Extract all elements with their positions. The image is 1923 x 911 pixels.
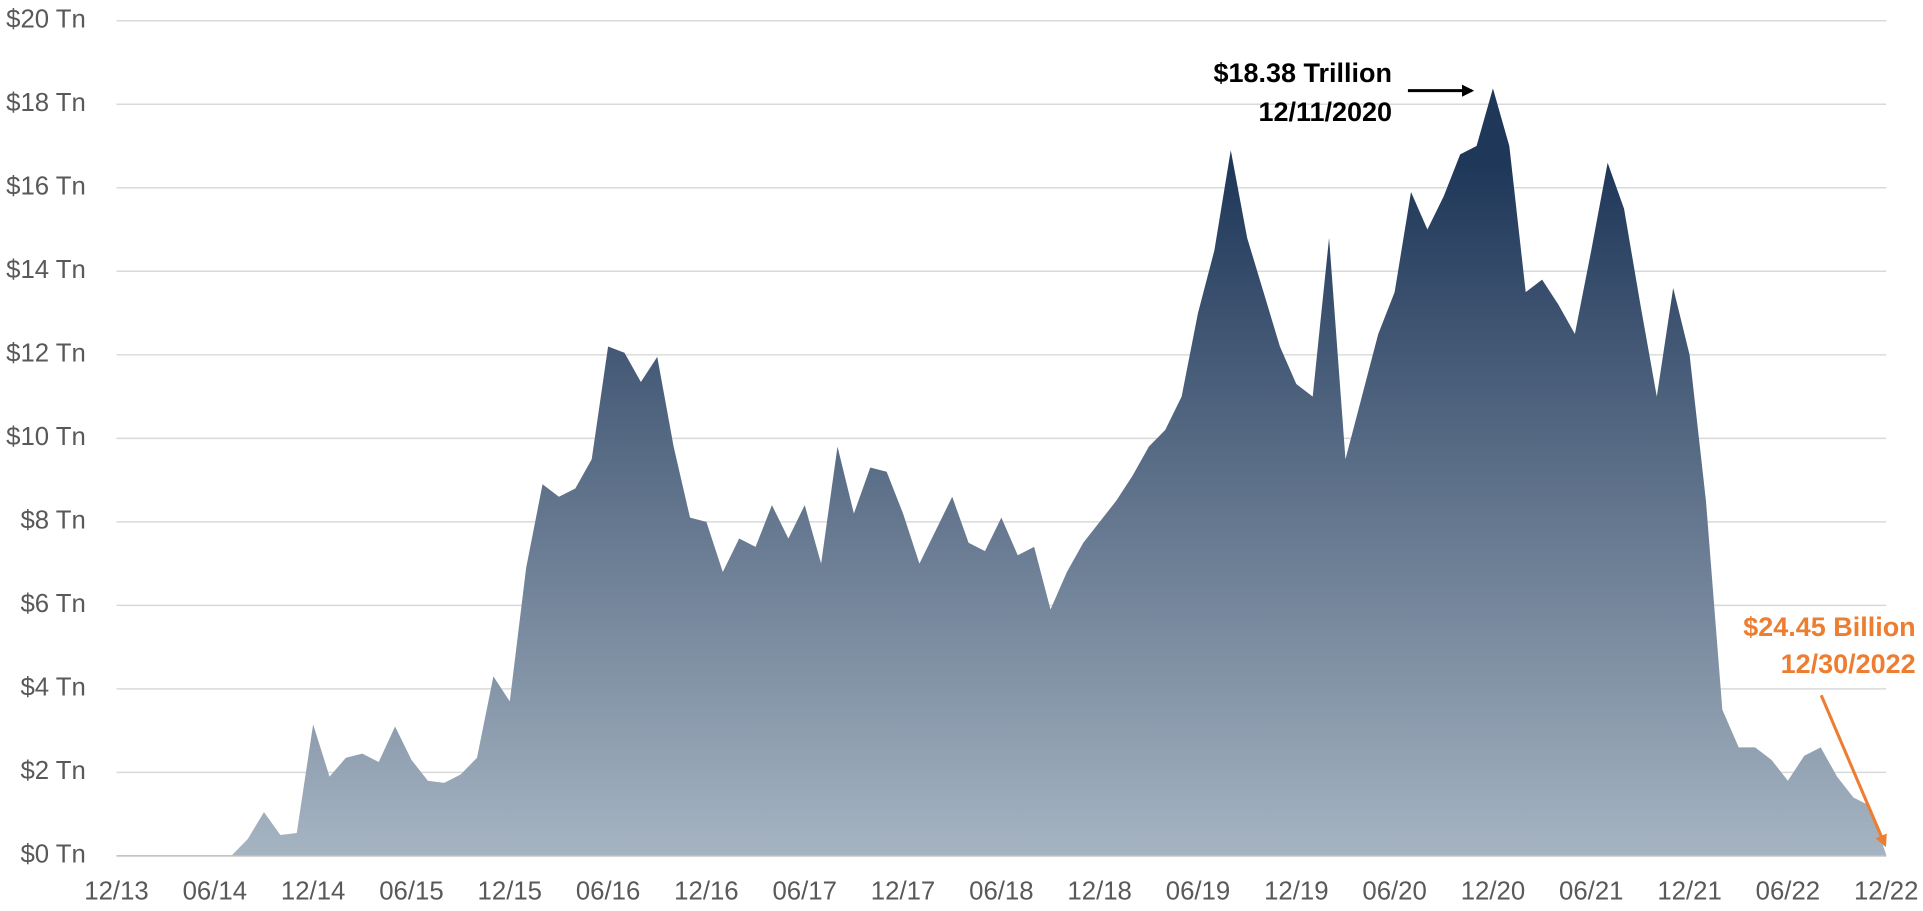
plot-area	[116, 88, 1887, 857]
y-tick-label: $14 Tn	[6, 256, 86, 284]
y-tick-label: $0 Tn	[20, 841, 85, 869]
y-tick-label: $2 Tn	[20, 757, 85, 785]
x-tick-label: 12/19	[1264, 878, 1328, 906]
y-tick-label: $18 Tn	[6, 89, 86, 117]
area	[116, 88, 1887, 856]
x-tick-label: 12/14	[281, 878, 345, 906]
x-tick-label: 06/14	[183, 878, 247, 906]
y-tick-label: $4 Tn	[20, 674, 85, 702]
y-tick-label: $12 Tn	[6, 340, 86, 368]
y-tick-label: $8 Tn	[20, 507, 85, 535]
x-tick-label: 06/21	[1559, 878, 1623, 906]
y-tick-label: $10 Tn	[6, 423, 86, 451]
x-tick-label: 06/18	[969, 878, 1033, 906]
x-tick-label: 12/13	[84, 878, 148, 906]
x-tick-label: 12/16	[674, 878, 738, 906]
annotation-text: 12/11/2020	[1258, 97, 1391, 127]
x-tick-label: 12/21	[1657, 878, 1721, 906]
x-tick-label: 12/15	[478, 878, 542, 906]
x-tick-label: 06/17	[772, 878, 836, 906]
labels: $0 Tn $2 Tn $4 Tn $6 Tn $8 Tn $10 Tn $12 Tn $14…	[6, 6, 1918, 906]
x-tick-label: 06/16	[576, 878, 640, 906]
annotation-text: $18.38 Trillion	[1214, 58, 1392, 88]
x-tick-label: 06/22	[1756, 878, 1820, 906]
x-tick-label: 12/18	[1067, 878, 1131, 906]
y-tick-label: $16 Tn	[6, 173, 86, 201]
x-tick-label: 12/22	[1854, 878, 1918, 906]
x-tick-label: 12/17	[871, 878, 935, 906]
y-tick-label: $6 Tn	[20, 590, 85, 618]
annotation-text: $24.45 Billion	[1743, 612, 1915, 642]
x-tick-label: 06/15	[379, 878, 443, 906]
y-tick-label: $20 Tn	[6, 6, 86, 34]
annotation-text: 12/30/2022	[1781, 649, 1916, 679]
annotation-arrow	[1819, 694, 1887, 848]
x-tick-label: 12/20	[1461, 878, 1525, 906]
x-tick-label: 06/20	[1362, 878, 1426, 906]
x-tick-label: 06/19	[1166, 878, 1230, 906]
